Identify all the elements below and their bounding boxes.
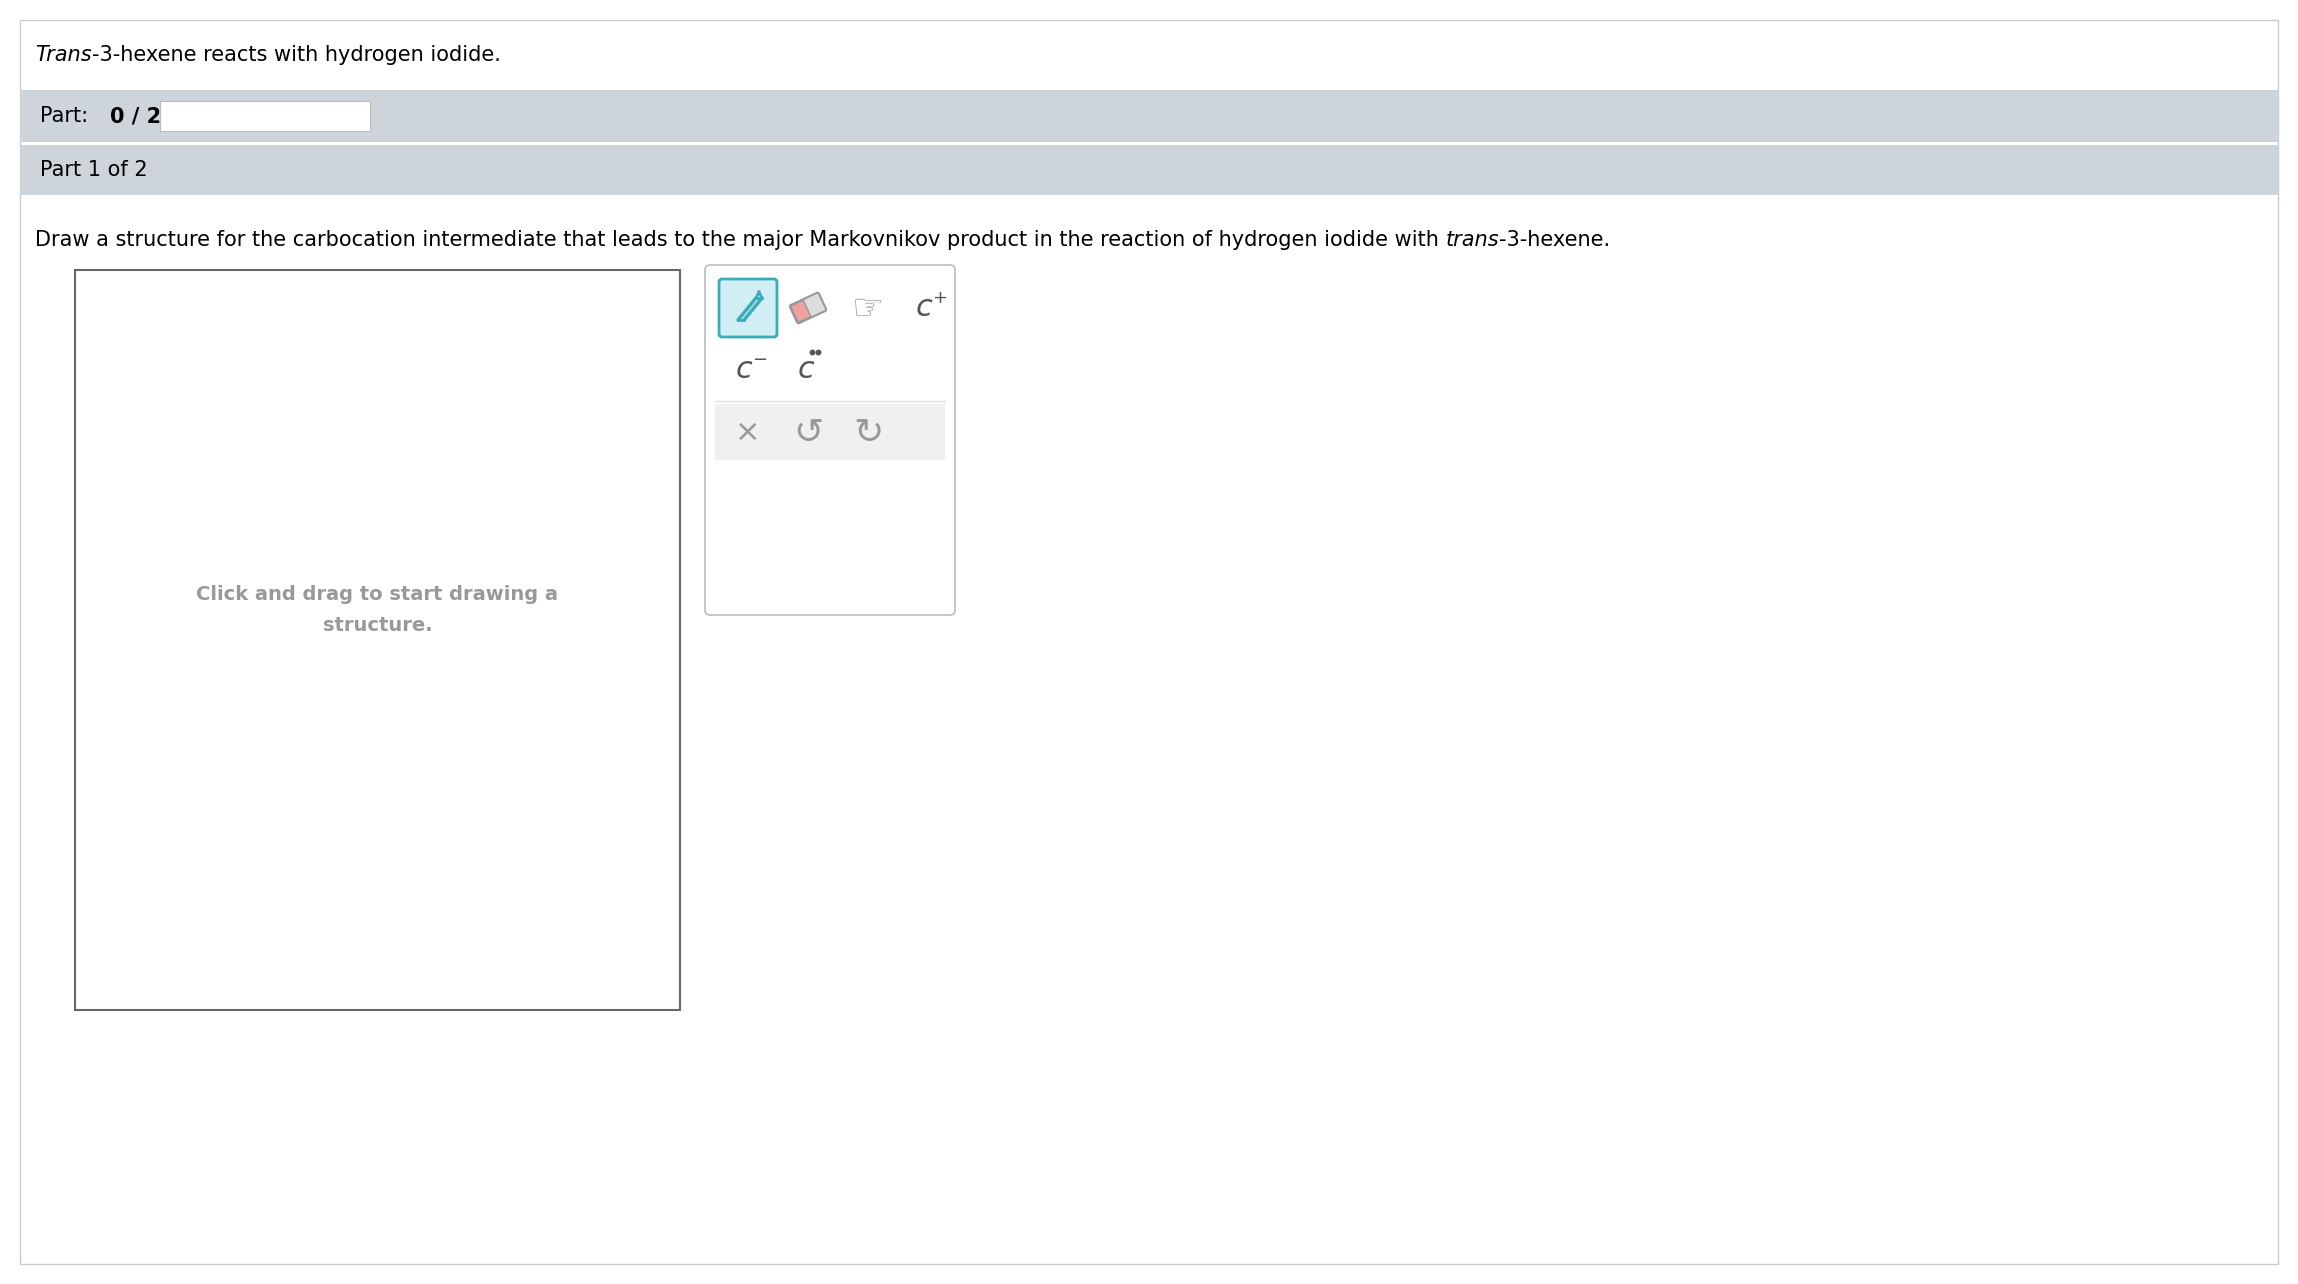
- Text: Part:: Part:: [39, 107, 87, 126]
- FancyBboxPatch shape: [719, 279, 777, 336]
- Text: Draw a structure for the carbocation intermediate that leads to the major Markov: Draw a structure for the carbocation int…: [34, 230, 1445, 250]
- Text: trans: trans: [1445, 230, 1498, 250]
- FancyBboxPatch shape: [791, 300, 811, 322]
- Text: c: c: [735, 356, 751, 384]
- Text: -3-hexene.: -3-hexene.: [1498, 230, 1611, 250]
- Bar: [161, 101, 370, 131]
- Text: -3-hexene reacts with hydrogen iodide.: -3-hexene reacts with hydrogen iodide.: [92, 45, 501, 65]
- Text: +: +: [933, 289, 947, 307]
- Text: Trans: Trans: [34, 45, 92, 65]
- FancyBboxPatch shape: [705, 265, 956, 615]
- Text: 0 / 2: 0 / 2: [110, 107, 161, 126]
- Text: ↻: ↻: [853, 415, 882, 449]
- Text: −: −: [751, 351, 768, 369]
- Text: Part 1 of 2: Part 1 of 2: [39, 160, 147, 180]
- Bar: [715, 404, 944, 460]
- Bar: [76, 270, 680, 1011]
- Text: Click and drag to start drawing a
structure.: Click and drag to start drawing a struct…: [198, 586, 558, 636]
- Text: ↺: ↺: [793, 415, 823, 449]
- Text: ×: ×: [735, 417, 761, 447]
- Text: c: c: [915, 294, 933, 322]
- Bar: [21, 145, 2277, 195]
- Text: c: c: [797, 356, 813, 384]
- Bar: [21, 90, 2277, 143]
- FancyBboxPatch shape: [791, 293, 827, 324]
- Text: ☞: ☞: [853, 291, 885, 325]
